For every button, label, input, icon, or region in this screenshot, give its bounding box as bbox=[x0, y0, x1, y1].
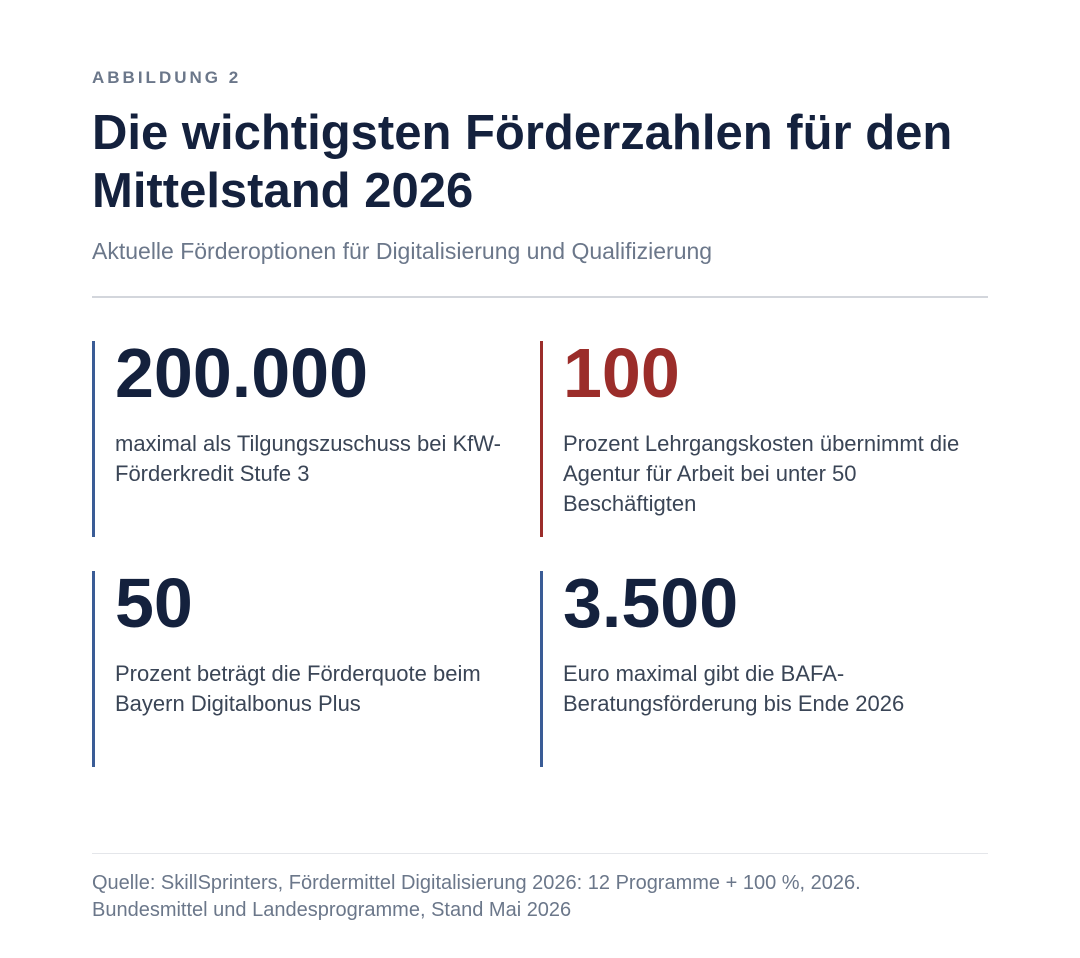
page-title: Die wichtigsten Förderzahlen für den Mit… bbox=[92, 106, 953, 218]
source-note: Quelle: SkillSprinters, Fördermittel Dig… bbox=[92, 870, 988, 924]
stat-value: 200.000 bbox=[115, 334, 369, 412]
source-line: Bundesmittel und Landesprogramme, Stand … bbox=[92, 899, 572, 921]
source-line: Quelle: SkillSprinters, Fördermittel Dig… bbox=[92, 872, 861, 894]
stat-value: 100 bbox=[563, 334, 680, 412]
stat-card-agentur: 100 Prozent Lehrgangskosten übernimmt di… bbox=[540, 334, 988, 537]
figure: ABBILDUNG 2 Die wichtigsten Förderzahlen… bbox=[92, 0, 988, 958]
stat-card-bayern: 50 Prozent beträgt die Förderquote beim … bbox=[92, 564, 522, 767]
stat-description: Prozent Lehrgangskosten übernimmt die Ag… bbox=[563, 431, 960, 516]
page-subtitle: Aktuelle Förderoptionen für Digitalisier… bbox=[92, 238, 713, 264]
stat-card-bafa: 3.500 Euro maximal gibt die BAFA-Beratun… bbox=[540, 564, 988, 767]
stat-card-kfw: 200.000 maximal als Tilgungszuschuss bei… bbox=[92, 334, 522, 537]
stat-description: Euro maximal gibt die BAFA-Beratungsförd… bbox=[563, 661, 905, 716]
stat-description: Prozent beträgt die Förderquote beim Bay… bbox=[115, 661, 481, 716]
stat-value: 3.500 bbox=[563, 564, 739, 642]
header-divider bbox=[92, 296, 988, 298]
figure-label: ABBILDUNG 2 bbox=[92, 68, 242, 87]
footer-divider bbox=[92, 853, 988, 854]
stat-value: 50 bbox=[115, 564, 193, 642]
stat-description: maximal als Tilgungszuschuss bei KfW-För… bbox=[115, 431, 501, 486]
